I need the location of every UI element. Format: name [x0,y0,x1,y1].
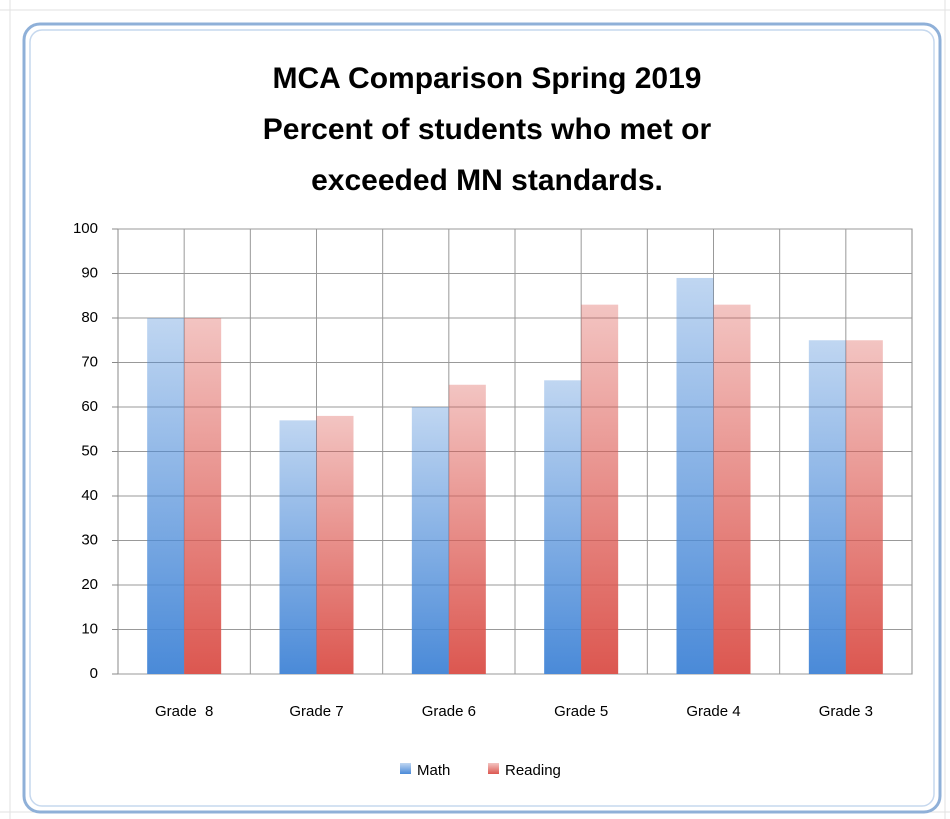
legend-swatch [400,763,411,774]
y-tick-label: 50 [81,442,98,459]
x-tick-label: Grade 3 [819,703,873,720]
y-tick-label: 20 [81,576,98,593]
x-tick-label: Grade 4 [686,703,740,720]
legend-label: Math [417,762,450,779]
legend-swatch [488,763,499,774]
x-tick-label: Grade 6 [422,703,476,720]
chart-title: MCA Comparison Spring 2019 [273,62,702,95]
bar [676,277,714,674]
bar [581,304,619,674]
y-tick-label: 90 [81,264,98,281]
bar [147,318,185,674]
bar [713,304,751,674]
bar [845,340,883,674]
x-tick-label: Grade 7 [289,703,343,720]
chart-title: Percent of students who met or [263,113,712,146]
y-tick-label: 40 [81,487,98,504]
legend-label: Reading [505,762,561,779]
bar [316,415,354,674]
x-tick-label: Grade 8 [155,703,213,720]
bar [544,380,582,674]
bar [808,340,846,674]
bar [411,407,449,674]
y-tick-label: 30 [81,531,98,548]
x-tick-label: Grade 5 [554,703,608,720]
y-tick-label: 80 [81,309,98,326]
y-tick-label: 70 [81,353,98,370]
chart-title: exceeded MN standards. [311,164,663,197]
chart-frame-inner [29,29,935,807]
y-tick-label: 100 [73,220,98,237]
y-tick-label: 60 [81,398,98,415]
bar [184,318,222,674]
y-tick-label: 10 [81,620,98,637]
bar [448,384,486,674]
y-tick-label: 0 [90,665,98,682]
bar [279,420,317,674]
